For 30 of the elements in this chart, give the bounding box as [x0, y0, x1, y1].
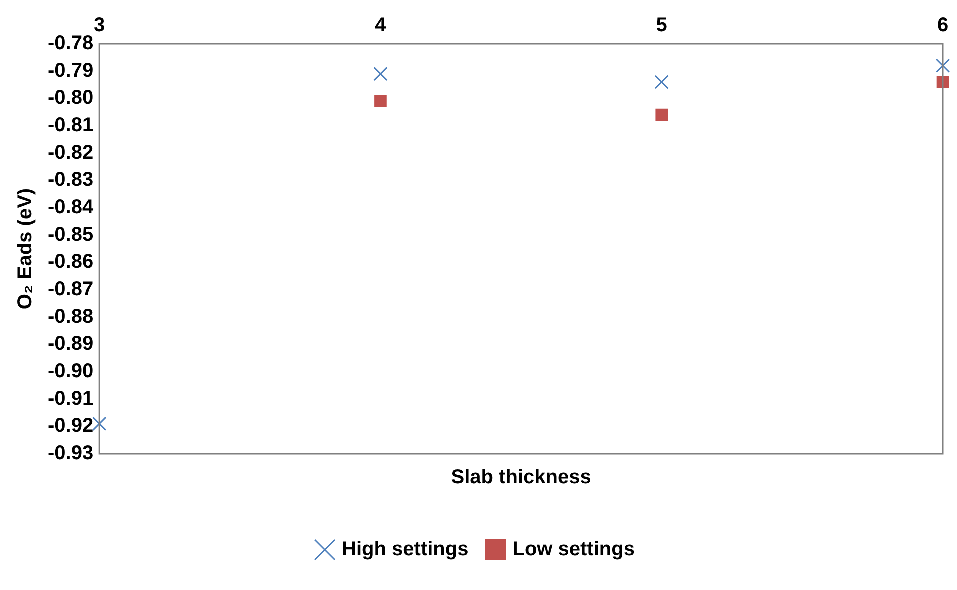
point — [374, 95, 387, 108]
point — [92, 416, 107, 432]
y-tick-label: -0.81 — [48, 114, 94, 137]
y-tick-label: -0.83 — [48, 169, 94, 192]
y-tick-label: -0.79 — [48, 60, 94, 82]
point — [374, 66, 388, 82]
y-tick-label: -0.92 — [48, 415, 94, 438]
point — [936, 58, 950, 73]
legend-label: High settings — [342, 538, 469, 561]
x-tick-label: 3 — [94, 14, 106, 37]
x-axis-title: Slab thickness — [451, 466, 592, 489]
x-tick-label: 6 — [937, 14, 949, 37]
legend-label: Low settings — [512, 538, 635, 561]
y-tick-label: -0.89 — [48, 333, 94, 356]
y-tick-label: -0.91 — [48, 388, 94, 410]
y-tick-label: -0.86 — [48, 251, 94, 274]
y-tick-label: -0.84 — [48, 196, 94, 219]
y-tick-label: -0.80 — [48, 87, 94, 110]
point — [656, 108, 668, 122]
y-axis-title: O₂ Eads (eV) — [14, 188, 37, 310]
y-tick-label: -0.85 — [48, 224, 94, 246]
y-tick-label: -0.90 — [48, 360, 94, 383]
y-tick-label: -0.78 — [48, 32, 94, 55]
x-tick-label: 4 — [375, 14, 388, 37]
y-tick-label: -0.88 — [48, 306, 94, 328]
y-tick-label: -0.87 — [48, 278, 94, 301]
x-tick-label: 5 — [656, 14, 668, 37]
point — [654, 75, 669, 90]
y-tick-label: -0.82 — [48, 142, 94, 164]
y-tick-label: -0.93 — [48, 442, 94, 465]
